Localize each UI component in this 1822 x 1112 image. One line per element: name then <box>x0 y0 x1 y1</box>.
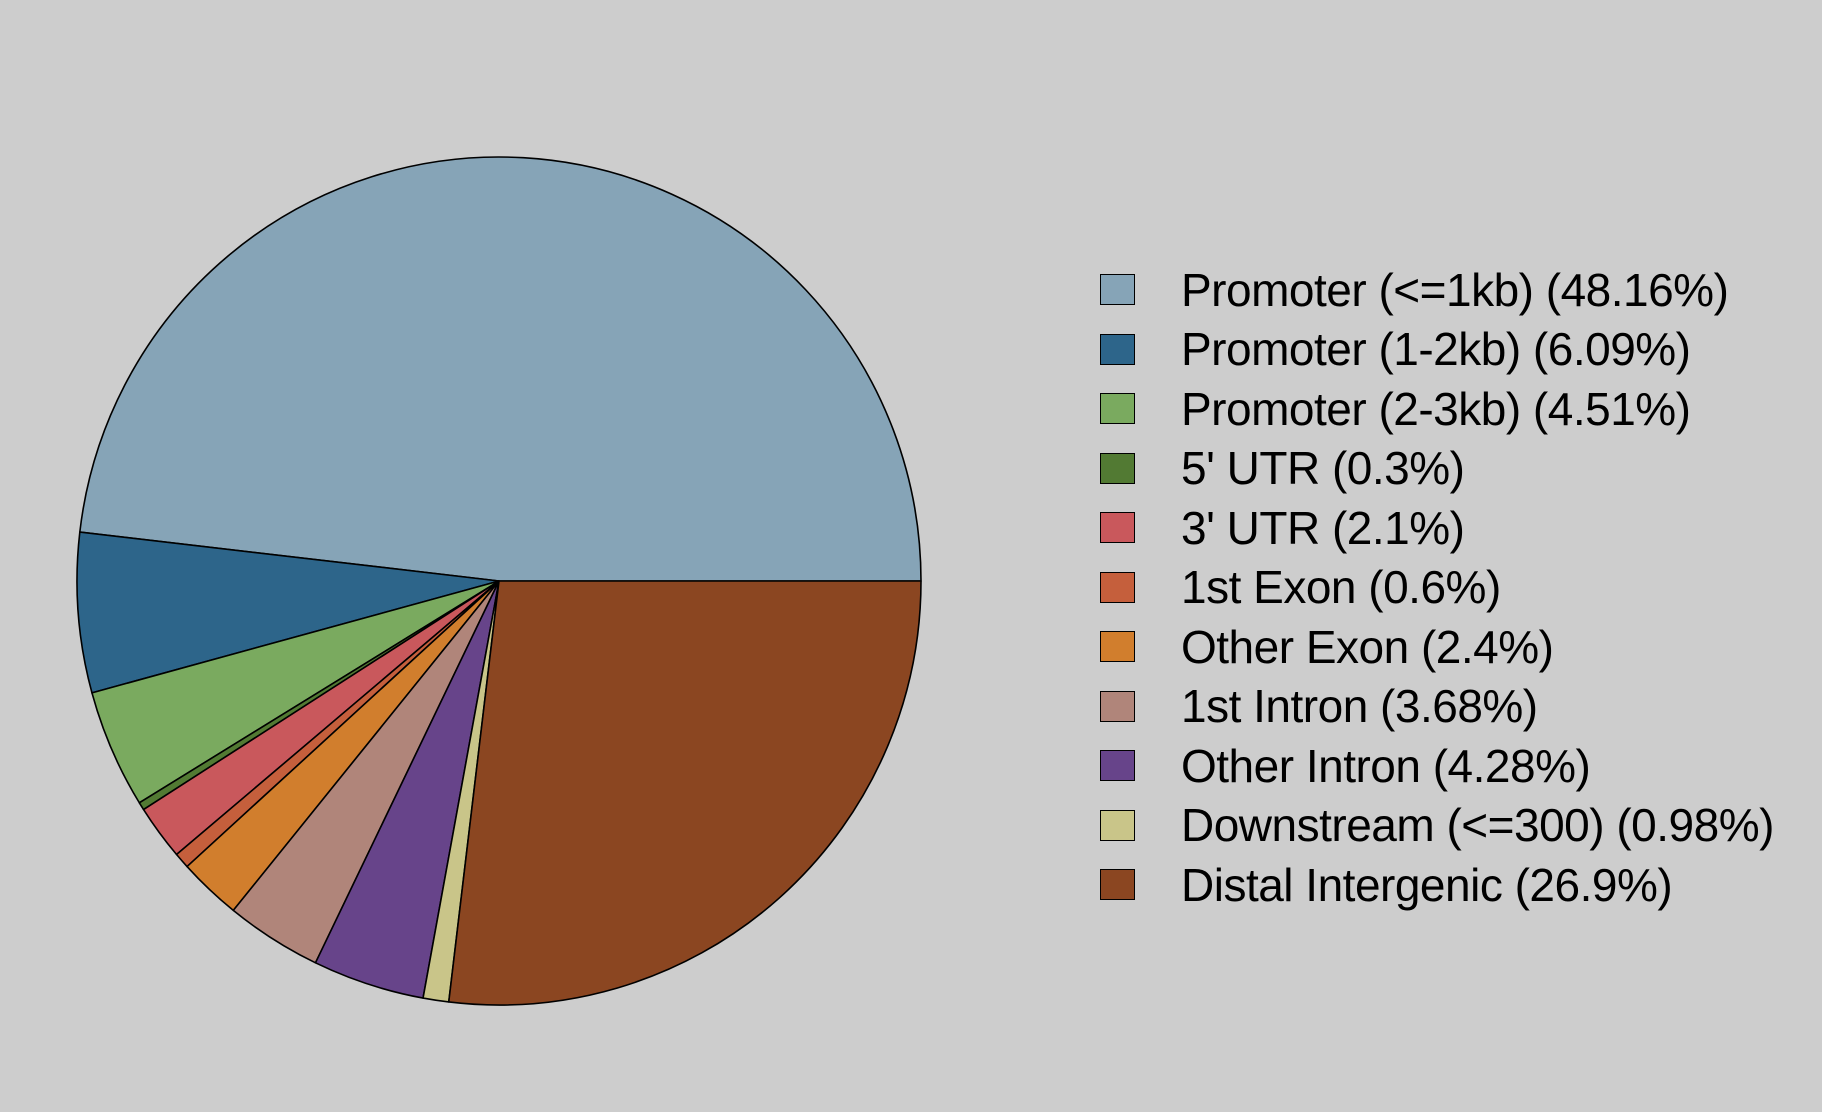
legend-label: Other Exon (2.4%) <box>1181 620 1554 673</box>
pie-slice-promoter-1-2kb <box>76 531 500 694</box>
legend-item: Other Intron (4.28%) <box>1100 736 1774 796</box>
legend-swatch <box>1100 571 1135 603</box>
legend-label: Promoter (<=1kb) (48.16%) <box>1181 263 1729 316</box>
legend-item: Promoter (<=1kb) (48.16%) <box>1100 260 1774 320</box>
legend-label: 5' UTR (0.3%) <box>1181 442 1465 495</box>
legend-label: Promoter (1-2kb) (6.09%) <box>1181 323 1691 376</box>
legend-label: 1st Exon (0.6%) <box>1181 561 1501 614</box>
legend-swatch <box>1100 393 1135 425</box>
legend-swatch <box>1100 690 1135 722</box>
legend-label: 1st Intron (3.68%) <box>1181 680 1538 733</box>
pie-slice-promoter-1kb <box>79 156 922 582</box>
legend-item: 5' UTR (0.3%) <box>1100 439 1774 499</box>
legend-item: Promoter (1-2kb) (6.09%) <box>1100 320 1774 380</box>
legend-item: 1st Exon (0.6%) <box>1100 558 1774 618</box>
legend-swatch <box>1100 750 1135 782</box>
legend-item: Other Exon (2.4%) <box>1100 617 1774 677</box>
legend-swatch <box>1100 452 1135 484</box>
legend-label: Other Intron (4.28%) <box>1181 739 1591 792</box>
legend-item: Distal Intergenic (26.9%) <box>1100 855 1774 915</box>
legend-swatch <box>1100 631 1135 663</box>
legend-swatch <box>1100 274 1135 306</box>
legend-swatch <box>1100 869 1135 901</box>
legend-item: 3' UTR (2.1%) <box>1100 498 1774 558</box>
legend-label: Downstream (<=300) (0.98%) <box>1181 799 1774 852</box>
legend-item: Promoter (2-3kb) (4.51%) <box>1100 379 1774 439</box>
legend-label: Promoter (2-3kb) (4.51%) <box>1181 382 1691 435</box>
legend-label: Distal Intergenic (26.9%) <box>1181 858 1673 911</box>
legend-item: 1st Intron (3.68%) <box>1100 677 1774 737</box>
pie-slice-distal-intergenic <box>447 580 922 1006</box>
chart-legend: Promoter (<=1kb) (48.16%) Promoter (1-2kb… <box>1100 260 1774 915</box>
legend-swatch <box>1100 512 1135 544</box>
legend-item: Downstream (<=300) (0.98%) <box>1100 796 1774 856</box>
legend-swatch <box>1100 333 1135 365</box>
legend-swatch <box>1100 809 1135 841</box>
legend-label: 3' UTR (2.1%) <box>1181 501 1465 554</box>
